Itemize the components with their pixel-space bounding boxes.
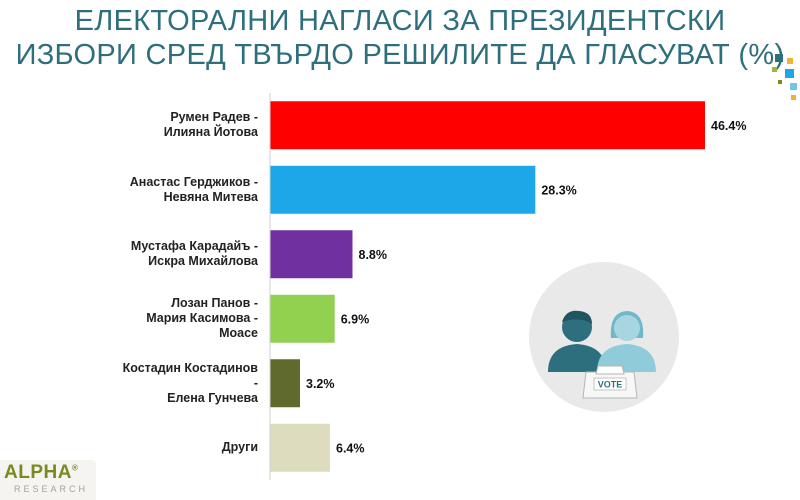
alpha-research-logo: ALPHA® RESEARCH [0,460,96,500]
category-label: Други [60,440,258,455]
category-label: Лозан Панов - Мария Касимова - Моасе [60,296,258,341]
decor-square [787,58,793,64]
bar-value-label: 46.4% [711,119,746,133]
bar-value-label: 3.2% [306,377,335,391]
category-label-line: Елена Гунчева [167,390,258,405]
category-label-line: Моасе [219,326,258,341]
category-label: Анастас Герджиков - Невяна Митева [60,175,258,205]
logo-subtext: RESEARCH [14,484,89,494]
bar [270,165,536,214]
bar [270,294,335,343]
category-label: Мустафа Карадайъ - Искра Михайлова [60,239,258,269]
category-label-line: Други [221,440,258,455]
category-label-line: Лозан Панов - [171,296,258,311]
category-label-line: - [253,375,258,390]
category-label: Костадин Костадинов - Елена Гунчева [60,361,258,406]
decor-square [785,69,794,78]
value-labels: 46.4% 28.3% 8.8% 6.9% 3.2% 6.4% [306,119,746,456]
logo-text: ALPHA® [4,462,79,483]
chart-title-line-1: ЕЛЕКТОРАЛНИ НАГЛАСИ ЗА ПРЕЗИДЕНТСКИ [74,5,726,37]
bar-value-label: 6.9% [341,312,370,326]
chart-title-line-2: ИЗБОРИ СРЕД ТВЪРДО РЕШИЛИТЕ ДА ГЛАСУВАТ … [15,39,785,71]
category-label: Румен Радев - Илияна Йотова [60,110,258,140]
decor-square [791,95,796,100]
chart-title: ЕЛЕКТОРАЛНИ НАГЛАСИ ЗА ПРЕЗИДЕНТСКИ ИЗБО… [0,4,800,72]
decor-square [778,80,782,84]
bar [270,423,330,472]
ballot-vote-text: VOTE [598,380,623,390]
bar [270,101,705,150]
bar [270,230,353,279]
bars [270,101,705,472]
category-label-line: Невяна Митева [163,189,258,204]
voters-ballot-box-icon: VOTE [529,262,679,412]
bar-value-label: 28.3% [541,183,576,197]
decor-square [775,54,783,62]
bar-value-label: 6.4% [336,441,365,455]
bar-value-label: 8.8% [359,248,388,262]
category-label-line: Костадин Костадинов [122,360,258,375]
category-label-line: Мустафа Карадайъ - [130,239,258,254]
category-label-line: Румен Радев - [170,110,258,125]
decor-square [772,67,777,72]
decor-square [790,83,797,90]
category-label-line: Анастас Герджиков - [129,174,258,189]
category-label-line: Мария Касимова - [146,311,258,326]
bar [270,359,300,408]
category-label-line: Илияна Йотова [163,125,258,140]
category-label-line: Искра Михайлова [148,254,258,269]
